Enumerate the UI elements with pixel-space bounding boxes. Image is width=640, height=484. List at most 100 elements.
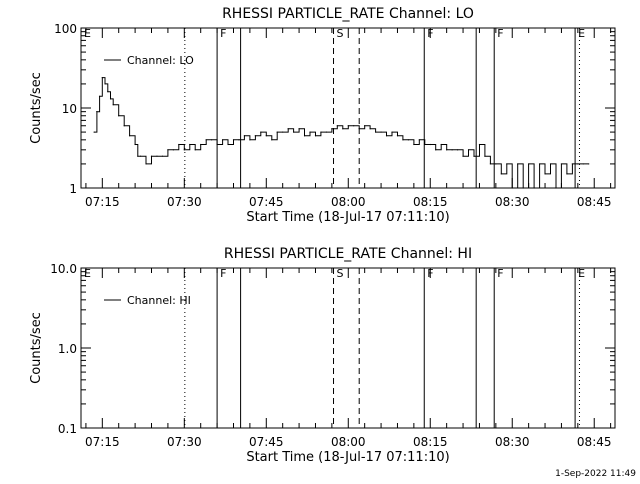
series-channel-lo-point [161,155,164,157]
series-channel-lo-point [150,155,153,157]
series-channel-lo-point [429,143,431,146]
series-channel-lo-point [172,149,174,151]
series-channel-lo-point [227,143,229,146]
series-channel-lo-point [380,131,382,133]
series-channel-lo-point [325,131,328,133]
y-axis-label: Counts/sec [29,312,44,384]
series-channel-lo-point [391,131,393,133]
series-channel-lo-point [506,163,508,165]
x-tick-label: 07:30 [167,195,202,209]
series-channel-lo-point [500,173,502,175]
series-channel-lo-point [109,98,112,100]
chart-title: RHESSI PARTICLE_RATE Channel: HI [224,246,472,262]
event-marker-label: F [427,27,433,40]
x-tick-label: 08:30 [495,195,530,209]
y-tick-label: 1 [69,182,77,196]
series-channel-lo-point [582,163,584,165]
series-channel-lo-point [462,155,464,157]
series-channel-lo-point [303,135,306,137]
series-channel-lo-point [342,128,344,130]
series-channel-lo-point [104,83,106,85]
series-channel-lo-point [96,111,98,113]
x-tick-label: 08:15 [413,195,448,209]
series-channel-lo-point [402,139,404,141]
x-tick-label: 07:45 [249,435,284,449]
plot-frame [80,27,616,189]
x-tick-label: 08:45 [577,195,612,209]
series-channel-lo-point [134,143,136,146]
series-channel-lo-point [522,187,524,189]
series-channel-lo-point [98,95,101,97]
series-channel-lo-point [93,131,95,133]
series-channel-lo-point [358,128,360,130]
series-channel-lo-point [232,139,235,141]
series-channel-lo-point [167,149,169,151]
chart-title: RHESSI PARTICLE_RATE Channel: LO [222,6,474,22]
event-marker-label: E [578,27,585,40]
event-marker-label: S [337,27,344,40]
footer-timestamp: 1-Sep-2022 11:49 [555,469,636,479]
series-channel-lo-point [364,125,366,127]
series-channel-lo-point [385,135,388,137]
plot-frame [80,267,616,429]
series-channel-lo-point [571,163,573,165]
series-channel-lo-point [489,163,491,165]
series-channel-lo-point [375,131,377,133]
series-channel-lo-point [123,125,125,127]
series-channel-lo-point [137,155,139,157]
series-channel-lo-point [211,139,213,141]
series-channel-lo-point [467,149,470,151]
series-channel-lo-point [276,131,278,133]
series-channel-lo-point [413,143,415,146]
series-channel-lo-point [347,125,349,127]
series-channel-lo-point [282,131,284,133]
series-channel-lo-point [221,139,224,141]
event-marker-label: F [220,27,226,40]
series-channel-lo-point [107,91,109,93]
series-channel-lo-point [145,163,147,165]
series-channel-lo-point [183,149,185,151]
series-channel-lo-point [118,115,120,117]
series-channel-lo-point [528,163,530,165]
series-channel-lo-point [478,143,481,146]
series-channel-lo-line [94,77,589,189]
series-channel-lo-point [418,139,420,141]
y-axis-label: Counts/sec [29,72,44,144]
series-channel-lo-point [320,131,322,133]
series-channel-lo-point [293,131,295,133]
series-channel-lo-point [331,128,333,130]
x-tick-label: 07:30 [167,435,202,449]
series-channel-lo-point [555,187,557,189]
series-channel-lo-point [544,173,546,175]
event-marker-label: F [497,267,503,280]
event-marker-label: F [220,267,226,280]
series-channel-lo-point [446,149,448,151]
series-channel-lo-point [517,163,519,165]
x-tick-label: 08:00 [331,435,366,449]
series-channel-lo-point [101,76,103,79]
series-channel-lo-point [538,163,541,165]
series-channel-lo-group [93,76,590,189]
x-tick-label: 07:15 [85,435,120,449]
event-marker-label: S [337,267,344,280]
y-tick-label: 100 [54,22,77,36]
x-axis-label: Start Time (18-Jul-17 07:11:10) [246,450,449,465]
legend-label: Channel: LO [127,54,194,67]
x-tick-label: 08:30 [495,435,530,449]
x-tick-label: 08:45 [577,435,612,449]
series-channel-lo-point [112,104,114,106]
series-channel-lo-point [205,139,207,141]
event-marker-label: F [497,27,503,40]
series-channel-lo-point [200,143,202,146]
series-channel-lo-point [424,143,426,146]
series-channel-lo-point [588,163,590,165]
y-tick-label: 0.1 [58,422,77,436]
series-channel-lo-point [560,163,563,165]
series-channel-lo-point [189,143,191,146]
legend-label: Channel: HI [127,294,191,307]
series-channel-lo-point [336,125,338,127]
x-tick-label: 08:00 [331,195,366,209]
series-channel-lo-point [287,128,289,130]
series-channel-lo-point [495,163,497,165]
